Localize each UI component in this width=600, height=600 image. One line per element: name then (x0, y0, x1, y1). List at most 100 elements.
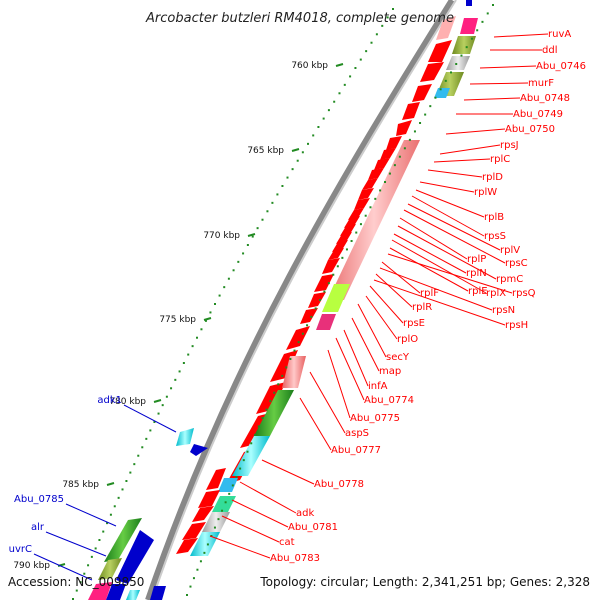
scale-dot (145, 437, 148, 440)
feature-cluster-bottom (176, 428, 238, 556)
gene-label-forward: Abu_0778 (314, 479, 364, 490)
gene-label-forward: rplE (468, 286, 488, 297)
feature-pink-block (316, 314, 336, 330)
scale-dot (83, 572, 86, 575)
scale-dot (369, 206, 372, 209)
feature-cyan-block (232, 436, 270, 476)
scale-dot (223, 286, 226, 289)
label-leader-line (357, 303, 387, 358)
scale-dot (137, 454, 140, 457)
feature-tracks (88, 0, 478, 600)
scale-dot (117, 496, 120, 499)
label-leader-line (381, 261, 421, 294)
scale-dot (72, 598, 74, 600)
scale-dot (355, 231, 358, 234)
gene-label-forward: rpmC (496, 274, 523, 285)
scale-dot (424, 113, 427, 116)
scale-dot (157, 412, 160, 415)
gene-label-forward: rplW (474, 187, 497, 198)
feature-cluster-top (412, 16, 478, 102)
scale-dot (266, 210, 269, 213)
label-leader-line (335, 337, 365, 401)
gene-label-forward: rpsJ (500, 140, 519, 151)
scale-dot (271, 201, 274, 204)
feature-pink-small (282, 356, 306, 388)
scale-dot (213, 526, 216, 529)
scale-dot (341, 256, 344, 259)
gene-label-forward: rplR (412, 302, 432, 313)
label-leader-line (411, 195, 485, 237)
scale-dot (306, 324, 309, 327)
feature-green-block (254, 390, 294, 436)
gene-label-forward: Abu_0746 (536, 61, 586, 72)
gene-label-forward: rplC (490, 154, 510, 165)
scale-tick-label: 765 kbp (247, 146, 284, 156)
scale-dot (129, 471, 132, 474)
scale-dot (276, 193, 279, 196)
genome-backbone-highlight (151, 0, 457, 600)
label-leader-line (393, 233, 467, 274)
scale-dot (350, 240, 353, 242)
gene-label-forward: rpsH (505, 320, 528, 331)
scale-dot (492, 4, 494, 6)
scale-dot (281, 374, 284, 377)
scale-dot (439, 88, 442, 91)
scale-dot (261, 417, 264, 419)
scale-dot (217, 518, 220, 521)
scale-dot (109, 513, 112, 516)
label-leader-line (379, 267, 493, 311)
scale-dot (191, 345, 194, 348)
gene-label-forward: rplO (397, 334, 418, 345)
scale-dot (224, 501, 227, 504)
scale-dot (398, 155, 401, 158)
scale-tick-label: 785 kbp (62, 480, 99, 490)
scale-dot (310, 315, 313, 318)
scale-tick-mark (247, 233, 256, 237)
label-leader-line (123, 404, 177, 433)
scale-dot (256, 227, 259, 230)
scale-dot (273, 391, 276, 394)
scale-dot (285, 366, 288, 369)
scale-tick-label: 770 kbp (203, 231, 240, 241)
gene-label-reverse: alr (31, 522, 45, 533)
scale-dot (242, 459, 245, 462)
scale-dot (296, 159, 299, 162)
label-leader-line (433, 158, 491, 163)
scale-dot (218, 294, 221, 297)
scale-dot (314, 307, 317, 310)
scale-dot (90, 555, 93, 558)
scale-dot (319, 299, 321, 301)
scale-dot (250, 442, 253, 445)
label-leader-line (327, 349, 351, 419)
scale-dot (327, 282, 330, 285)
scale-dot (486, 12, 489, 15)
label-leader-line (231, 499, 289, 528)
scale-tick-label: 760 kbp (291, 61, 328, 71)
label-leader-line (239, 481, 297, 514)
scale-dot (87, 564, 90, 567)
label-leader-line (463, 97, 521, 101)
scale-dot (381, 24, 384, 27)
label-leader-line (33, 553, 93, 581)
scale-dot (203, 551, 206, 554)
scale-dot (121, 488, 124, 491)
scale-dot (206, 543, 209, 546)
scale-dot (386, 16, 389, 19)
scale-dot (235, 476, 238, 478)
label-leader-line (343, 329, 369, 387)
gene-label-forward: rpsQ (512, 288, 536, 299)
scale-dot (75, 589, 78, 592)
gene-label-forward: Abu_0748 (520, 93, 570, 104)
scale-dot (269, 400, 272, 403)
scale-dot (364, 214, 367, 217)
scale-dot (242, 252, 245, 255)
scale-dot (349, 75, 352, 78)
scale-dot (196, 336, 199, 339)
accession-text: Accession: NC_009850 (8, 575, 144, 589)
label-leader-lines (33, 33, 549, 581)
scale-tick-mark (291, 148, 300, 152)
scale-dot (370, 41, 373, 44)
scale-dot (153, 421, 156, 423)
gene-label-forward: ddl (542, 45, 557, 56)
